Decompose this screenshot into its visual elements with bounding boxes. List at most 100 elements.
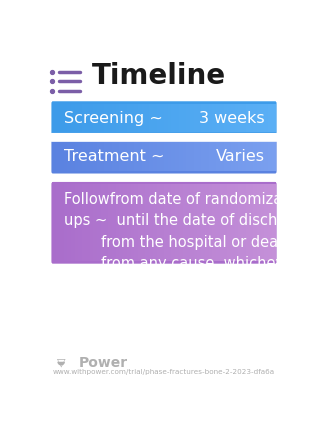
Bar [238,142,242,171]
Bar [250,184,253,261]
Bar [123,184,127,261]
Bar [197,104,201,133]
Bar [197,142,201,171]
Bar [86,184,90,261]
Bar [149,184,153,261]
Bar [71,184,75,261]
Bar [272,104,276,133]
Bar [160,184,164,261]
Bar [119,142,123,171]
Bar [134,184,138,261]
Bar [145,184,149,261]
Bar [264,104,268,133]
Bar [86,104,90,133]
Bar [253,104,257,133]
Text: Followfrom date of randomization
ups ~  until the date of discharge
        from: Followfrom date of randomization ups ~ u… [64,192,310,314]
Bar [145,104,149,133]
Bar [164,142,168,171]
Bar [227,104,231,133]
Bar [112,104,116,133]
Bar [201,184,205,261]
Bar [179,184,183,261]
Bar [186,104,190,133]
Bar [90,184,93,261]
Bar [242,104,246,133]
Bar [224,142,227,171]
Bar [209,184,212,261]
Bar [78,104,82,133]
Bar [108,142,112,171]
Bar [194,104,197,133]
Bar [116,184,119,261]
Text: Power: Power [78,356,128,370]
Bar [149,142,153,171]
Text: 3 weeks: 3 weeks [199,110,264,125]
Text: www.withpower.com/trial/phase-fractures-bone-2-2023-dfa6a: www.withpower.com/trial/phase-fractures-… [53,369,275,375]
Bar [131,104,134,133]
Bar [75,184,78,261]
Bar [164,104,168,133]
Bar [86,142,90,171]
Bar [205,184,209,261]
Bar [52,104,56,133]
Bar [160,104,164,133]
Text: ▽: ▽ [57,357,65,368]
Bar [201,142,205,171]
Bar [179,104,183,133]
Bar [205,142,209,171]
Bar [257,184,261,261]
Bar [253,184,257,261]
Bar [138,184,142,261]
Bar [112,142,116,171]
Bar [93,184,97,261]
Bar [60,104,64,133]
Bar [264,142,268,171]
Bar [216,104,220,133]
Bar [231,104,235,133]
Bar [220,184,224,261]
Bar [172,104,175,133]
Bar [56,142,60,171]
Bar [242,142,246,171]
Bar [138,142,142,171]
Bar [64,104,67,133]
Bar [82,104,86,133]
Text: Treatment ~: Treatment ~ [64,149,164,164]
Bar [67,142,71,171]
Bar [64,184,67,261]
Bar [224,104,227,133]
Text: Screening ~: Screening ~ [64,110,163,125]
Bar [194,142,197,171]
Bar [142,104,145,133]
Bar [235,104,238,133]
Bar [235,184,238,261]
Bar [97,184,101,261]
Bar [153,104,156,133]
Bar [246,184,250,261]
Bar [231,184,235,261]
Bar [264,184,268,261]
Bar [179,142,183,171]
Bar [253,142,257,171]
Bar [261,142,264,171]
Bar [123,142,127,171]
Bar [116,142,119,171]
Bar [246,104,250,133]
Bar [97,104,101,133]
Bar [134,104,138,133]
Bar [71,142,75,171]
Bar [268,104,272,133]
Bar [82,184,86,261]
Bar [261,184,264,261]
Bar [78,184,82,261]
Bar [142,142,145,171]
Bar [246,142,250,171]
Bar [190,142,194,171]
Bar [175,104,179,133]
Bar [172,142,175,171]
Bar [127,142,131,171]
Bar [123,104,127,133]
Bar [238,184,242,261]
FancyBboxPatch shape [48,136,280,177]
Bar [116,104,119,133]
